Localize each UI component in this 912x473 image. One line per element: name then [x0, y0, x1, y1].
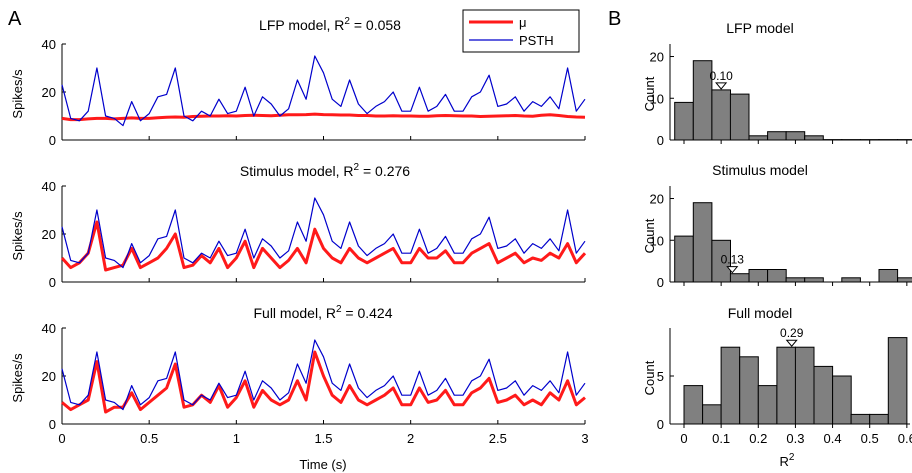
hist-bar [767, 131, 787, 141]
y-tick-label: 0 [49, 417, 56, 432]
x-tick-label: 1 [233, 431, 240, 446]
ylabel-count-full: Count [642, 360, 657, 395]
panel-label-b: B [608, 8, 621, 30]
hist-bar [711, 239, 732, 283]
hist-bar [748, 269, 769, 283]
line-title-lfp: LFP model, R2 = 0.058 [259, 16, 401, 33]
hist-y-tick-label: 5 [657, 369, 664, 384]
median-marker [715, 82, 728, 90]
ylabel-count-stimulus: Count [642, 218, 657, 253]
ylabel-lfp: Spikes/s [10, 69, 25, 119]
hist-bar [674, 101, 694, 141]
hist-bar [850, 413, 871, 425]
y-tick-label: 0 [49, 133, 56, 148]
hist-bar [767, 269, 787, 283]
y-tick-label: 20 [42, 369, 56, 384]
hist-bar [729, 93, 750, 141]
series-line-psth [61, 55, 586, 127]
legend: μ PSTH [462, 9, 580, 53]
hist-bar [729, 273, 750, 283]
hist-bar [897, 277, 912, 283]
x-tick-label: 0.5 [140, 431, 158, 446]
median-label: 0.13 [721, 253, 745, 267]
legend-label-mu: μ [519, 15, 527, 30]
series-line-psth [61, 197, 586, 269]
hist-x-tick-label: 0.1 [712, 431, 730, 446]
hist-y-tick-label: 0 [657, 417, 664, 432]
xlabel-time: Time (s) [299, 457, 346, 472]
line-title-stimulus: Stimulus model, R2 = 0.276 [240, 162, 410, 179]
hist-bar [757, 385, 778, 425]
x-tick-label: 1.5 [314, 431, 332, 446]
ylabel-count-lfp: Count [642, 76, 657, 111]
hist-x-tick-label: 0 [680, 431, 687, 446]
hist-bar [692, 202, 713, 283]
median-marker [726, 266, 739, 274]
hist-bar [832, 375, 852, 425]
hist-bar [869, 413, 889, 425]
hist-x-tick-label: 0.2 [749, 431, 767, 446]
series-line-mu [61, 112, 586, 122]
y-tick-label: 40 [42, 179, 56, 194]
hist-title-full: Full model [728, 305, 793, 321]
median-label: 0.29 [780, 326, 804, 340]
hist-bar [785, 131, 806, 141]
hist-y-tick-label: 0 [657, 275, 664, 290]
y-tick-label: 40 [42, 37, 56, 52]
series-line-mu [60, 220, 587, 272]
x-tick-label: 0 [58, 431, 65, 446]
hist-y-tick-label: 20 [650, 50, 664, 65]
median-label: 0.10 [709, 69, 733, 83]
hist-bar [776, 346, 797, 425]
panel-label-a: A [8, 8, 22, 30]
hist-bar [739, 356, 759, 425]
hist-x-tick-label: 0.3 [786, 431, 804, 446]
y-tick-label: 20 [42, 227, 56, 242]
hist-bar [878, 269, 899, 283]
legend-label-psth: PSTH [519, 33, 554, 48]
hist-bar [720, 346, 741, 425]
hist-bar [785, 277, 806, 283]
hist-bar [841, 277, 861, 283]
hist-y-tick-label: 0 [657, 133, 664, 148]
legend-box [462, 9, 580, 53]
hist-y-tick-label: 10 [650, 91, 664, 106]
hist-bar [683, 385, 704, 425]
hist-y-tick-label: 20 [650, 192, 664, 207]
hist-y-tick-label: 10 [650, 233, 664, 248]
hist-bar [674, 235, 694, 283]
hist-bar [748, 135, 769, 141]
line-title-full: Full model, R2 = 0.424 [253, 304, 392, 321]
hist-bar [711, 89, 732, 141]
hist-x-tick-label: 0.5 [861, 431, 879, 446]
hist-bar [887, 337, 908, 425]
hist-title-lfp: LFP model [726, 20, 793, 36]
hist-bar [813, 365, 834, 425]
y-tick-label: 20 [42, 85, 56, 100]
hist-x-tick-label: 0.4 [824, 431, 842, 446]
hist-bar [804, 135, 824, 141]
y-tick-label: 40 [42, 321, 56, 336]
xlabel-r2: R2 [780, 452, 795, 469]
ylabel-stimulus: Spikes/s [10, 211, 25, 261]
median-marker [785, 339, 798, 347]
x-tick-label: 2.5 [489, 431, 507, 446]
ylabel-full: Spikes/s [10, 353, 25, 403]
x-tick-label: 3 [581, 431, 588, 446]
series-line-mu [61, 350, 586, 414]
hist-x-tick-label: 0.6 [898, 431, 912, 446]
hist-bar [794, 346, 815, 425]
series-line-psth [61, 339, 586, 411]
hist-bar [702, 404, 722, 425]
hist-bar [804, 277, 824, 283]
hist-title-stimulus: Stimulus model [712, 162, 808, 178]
x-tick-label: 2 [407, 431, 414, 446]
y-tick-label: 0 [49, 275, 56, 290]
